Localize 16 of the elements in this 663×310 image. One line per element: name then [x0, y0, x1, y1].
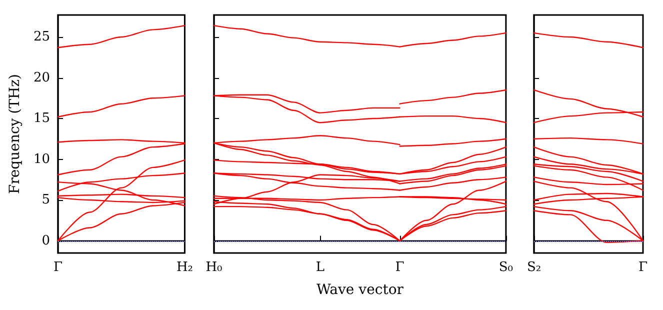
- x-tick-label: Γ: [53, 260, 63, 275]
- y-tick-label: 10: [33, 152, 50, 167]
- y-tick-label: 15: [33, 111, 50, 126]
- x-tick-label: Γ: [395, 260, 404, 275]
- x-tick-label: Γ: [638, 260, 648, 275]
- x-tick-label: L: [316, 260, 325, 275]
- x-axis-title: Wave vector: [316, 282, 404, 298]
- y-tick-label: 20: [33, 70, 50, 86]
- y-tick-label: 25: [33, 30, 50, 45]
- x-tick-label: S₂: [526, 260, 542, 275]
- x-tick-label: H₀: [206, 260, 222, 275]
- y-axis-title: Frequency (THz): [7, 74, 23, 194]
- y-tick-label: 5: [42, 192, 50, 208]
- y-tick-label: 0: [42, 233, 50, 248]
- x-tick-label: S₀: [498, 260, 514, 275]
- x-tick-label: H₂: [176, 260, 194, 275]
